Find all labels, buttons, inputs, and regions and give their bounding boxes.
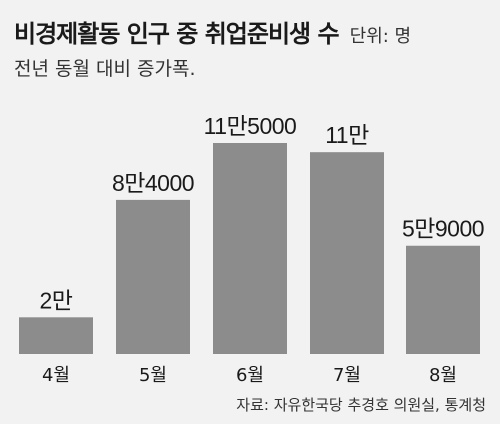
category-label-1: 5월	[139, 365, 167, 386]
bar-1	[116, 199, 190, 354]
chart-subtitle: 전년 동월 대비 증가폭.	[14, 58, 196, 80]
chart-title: 비경제활동 인구 중 취업준비생 수	[14, 20, 340, 48]
bar-3	[310, 152, 384, 354]
value-label-1: 8만4000	[112, 170, 194, 196]
bar-4	[406, 245, 480, 354]
bar-0	[19, 317, 93, 354]
chart-title-line: 비경제활동 인구 중 취업준비생 수 단위: 명	[14, 14, 411, 49]
category-label-3: 7월	[333, 365, 361, 386]
category-label-0: 4월	[42, 365, 70, 386]
unit-note: 단위: 명	[349, 26, 412, 47]
category-label-2: 6월	[236, 365, 264, 386]
value-label-0: 2만	[40, 287, 73, 313]
value-label-2: 11만5000	[204, 113, 297, 139]
source-note: 자료: 자유한국당 추경호 의원실, 통계청	[236, 396, 486, 414]
category-label-4: 8월	[429, 365, 457, 386]
value-label-4: 5만9000	[402, 216, 484, 242]
value-label-3: 11만	[325, 122, 369, 148]
bar-2	[213, 143, 287, 354]
